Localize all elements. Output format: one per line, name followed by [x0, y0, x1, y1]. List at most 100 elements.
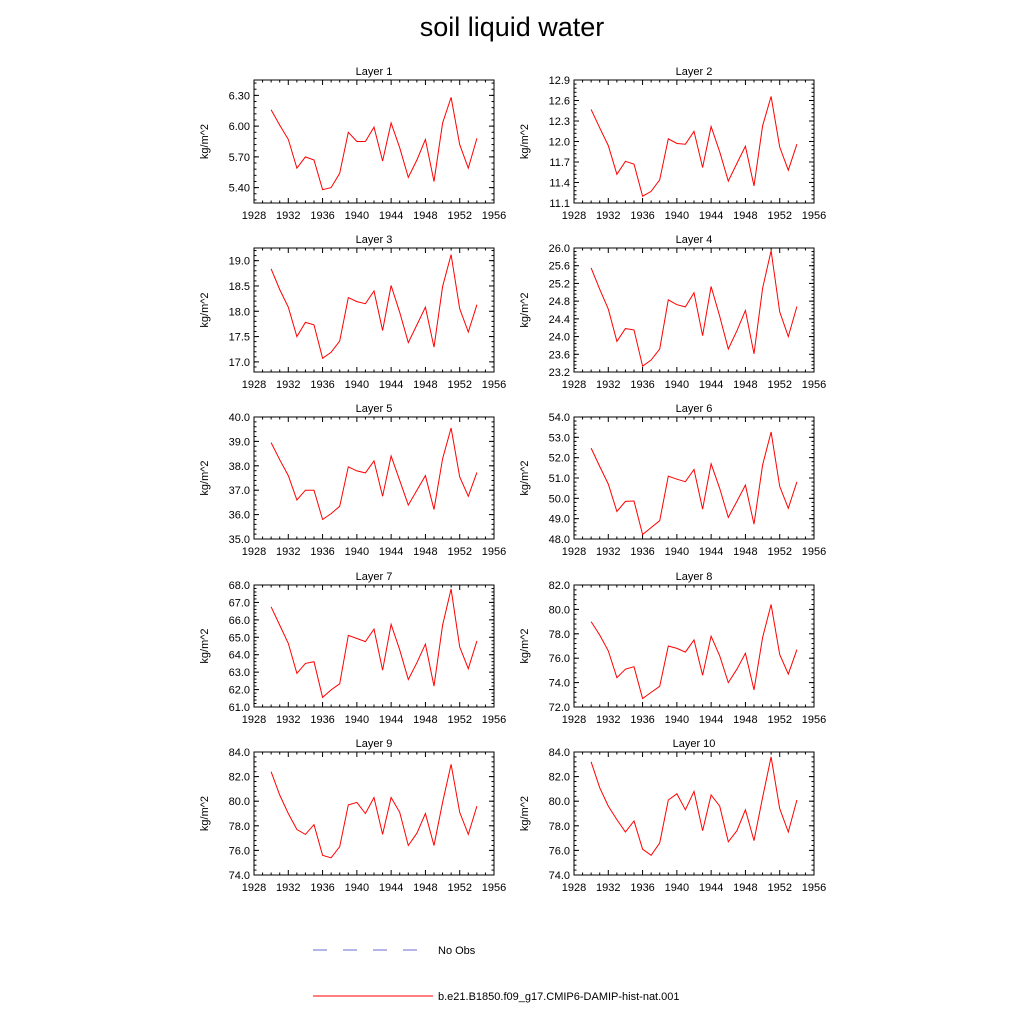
y-tick-label: 35.0 — [229, 534, 250, 546]
x-tick-label: 1948 — [733, 882, 757, 894]
y-tick-label: 66.0 — [229, 615, 250, 627]
y-tick-label: 12.0 — [549, 137, 570, 149]
panel-1: Layer 1 1928 1932 1936 1940 1944 1948 1952 1956 5… — [199, 66, 506, 222]
x-tick-label: 1956 — [482, 210, 506, 222]
x-tick-label: 1944 — [699, 714, 723, 726]
x-tick-label: 1952 — [447, 546, 471, 558]
x-tick-label: 1948 — [413, 546, 437, 558]
x-tick-label: 1948 — [733, 714, 757, 726]
panel-title: Layer 3 — [356, 234, 393, 246]
x-tick-label: 1936 — [630, 882, 654, 894]
legend: No Obs b.e21.B1850.f09_g17.CMIP6-DAMIP-hi… — [313, 945, 680, 1003]
x-tick-label: 1928 — [562, 379, 586, 391]
series-line — [590, 431, 798, 536]
y-tick-label: 78.0 — [549, 629, 570, 641]
panel-title: Layer 10 — [673, 738, 716, 750]
panel-title: Layer 5 — [356, 403, 393, 415]
x-tick-label: 1928 — [562, 882, 586, 894]
x-tick-label: 1932 — [596, 379, 620, 391]
y-tick-label: 17.5 — [229, 332, 250, 344]
x-tick-label: 1952 — [447, 210, 471, 222]
series-line — [270, 764, 478, 859]
y-tick-label: 51.0 — [549, 473, 570, 485]
y-tick-label: 67.0 — [229, 597, 250, 609]
x-tick-label: 1932 — [596, 210, 620, 222]
y-tick-label: 12.9 — [549, 75, 570, 87]
y-tick-label: 5.40 — [229, 183, 250, 195]
series-line — [590, 604, 798, 700]
y-tick-label: 18.5 — [229, 281, 250, 293]
panel-3: Layer 3 1928 1932 1936 1940 1944 1948 1952 1956 1… — [199, 234, 506, 391]
y-tick-label: 12.3 — [549, 116, 570, 128]
y-tick-label: 64.0 — [229, 650, 250, 662]
x-tick-label: 1944 — [379, 379, 403, 391]
x-tick-label: 1936 — [310, 210, 334, 222]
y-tick-label: 50.0 — [549, 493, 570, 505]
panel-title: Layer 8 — [676, 571, 713, 583]
y-tick-label: 26.0 — [549, 243, 570, 255]
y-tick-label: 12.6 — [549, 96, 570, 108]
y-tick-label: 24.8 — [549, 296, 570, 308]
x-tick-label: 1948 — [413, 714, 437, 726]
y-tick-label: 40.0 — [229, 412, 250, 424]
plot-frame — [253, 751, 495, 876]
x-tick-label: 1948 — [733, 546, 757, 558]
panel-4: Layer 4 1928 1932 1936 1940 1944 1948 1952 1956 2… — [519, 234, 826, 391]
y-tick-label: 53.0 — [549, 432, 570, 444]
y-tick-label: 80.0 — [229, 796, 250, 808]
x-tick-label: 1940 — [665, 379, 689, 391]
x-tick-label: 1928 — [242, 714, 266, 726]
panel-title: Layer 6 — [676, 403, 713, 415]
x-tick-label: 1952 — [767, 714, 791, 726]
x-tick-label: 1936 — [310, 379, 334, 391]
y-tick-label: 68.0 — [229, 580, 250, 592]
y-tick-label: 76.0 — [549, 845, 570, 857]
x-tick-label: 1956 — [802, 882, 826, 894]
y-axis-label: kg/m^2 — [199, 796, 211, 831]
x-tick-label: 1936 — [630, 546, 654, 558]
plot-frame — [573, 751, 815, 876]
y-tick-label: 19.0 — [229, 256, 250, 268]
x-tick-label: 1940 — [665, 882, 689, 894]
series-line — [270, 97, 478, 191]
x-tick-label: 1944 — [379, 210, 403, 222]
x-tick-label: 1932 — [276, 714, 300, 726]
x-tick-label: 1932 — [276, 379, 300, 391]
panel-title: Layer 2 — [676, 66, 713, 78]
y-axis-label: kg/m^2 — [519, 460, 531, 495]
y-tick-label: 24.0 — [549, 332, 570, 344]
y-tick-label: 38.0 — [229, 461, 250, 473]
y-tick-label: 78.0 — [229, 821, 250, 833]
panel-10: Layer 10 1928 1932 1936 1940 1944 1948 1952 1956… — [519, 738, 826, 894]
y-tick-label: 18.0 — [229, 306, 250, 318]
x-tick-label: 1956 — [802, 546, 826, 558]
y-tick-label: 80.0 — [549, 604, 570, 616]
x-tick-label: 1952 — [447, 714, 471, 726]
x-tick-label: 1948 — [733, 379, 757, 391]
x-tick-label: 1952 — [447, 882, 471, 894]
x-tick-label: 1932 — [596, 882, 620, 894]
y-axis-label: kg/m^2 — [199, 460, 211, 495]
x-tick-label: 1948 — [733, 210, 757, 222]
x-tick-label: 1956 — [802, 210, 826, 222]
x-tick-label: 1936 — [310, 546, 334, 558]
plot-frame — [253, 584, 495, 708]
x-tick-label: 1932 — [276, 546, 300, 558]
legend-label-model: b.e21.B1850.f09_g17.CMIP6-DAMIP-hist-nat… — [438, 991, 680, 1003]
y-tick-label: 74.0 — [549, 870, 570, 882]
y-tick-label: 36.0 — [229, 510, 250, 522]
y-tick-label: 82.0 — [549, 772, 570, 784]
panel-5: Layer 5 1928 1932 1936 1940 1944 1948 1952 1956 3… — [199, 403, 506, 558]
y-tick-label: 82.0 — [549, 580, 570, 592]
x-tick-label: 1928 — [562, 546, 586, 558]
y-tick-label: 23.6 — [549, 349, 570, 361]
plot-frame — [253, 416, 495, 540]
x-tick-label: 1948 — [413, 882, 437, 894]
y-tick-label: 23.2 — [549, 367, 570, 379]
y-tick-label: 63.0 — [229, 667, 250, 679]
y-tick-label: 11.1 — [549, 198, 570, 210]
x-tick-label: 1952 — [767, 882, 791, 894]
y-tick-label: 52.0 — [549, 453, 570, 465]
x-tick-label: 1940 — [665, 210, 689, 222]
y-tick-label: 5.70 — [229, 152, 250, 164]
